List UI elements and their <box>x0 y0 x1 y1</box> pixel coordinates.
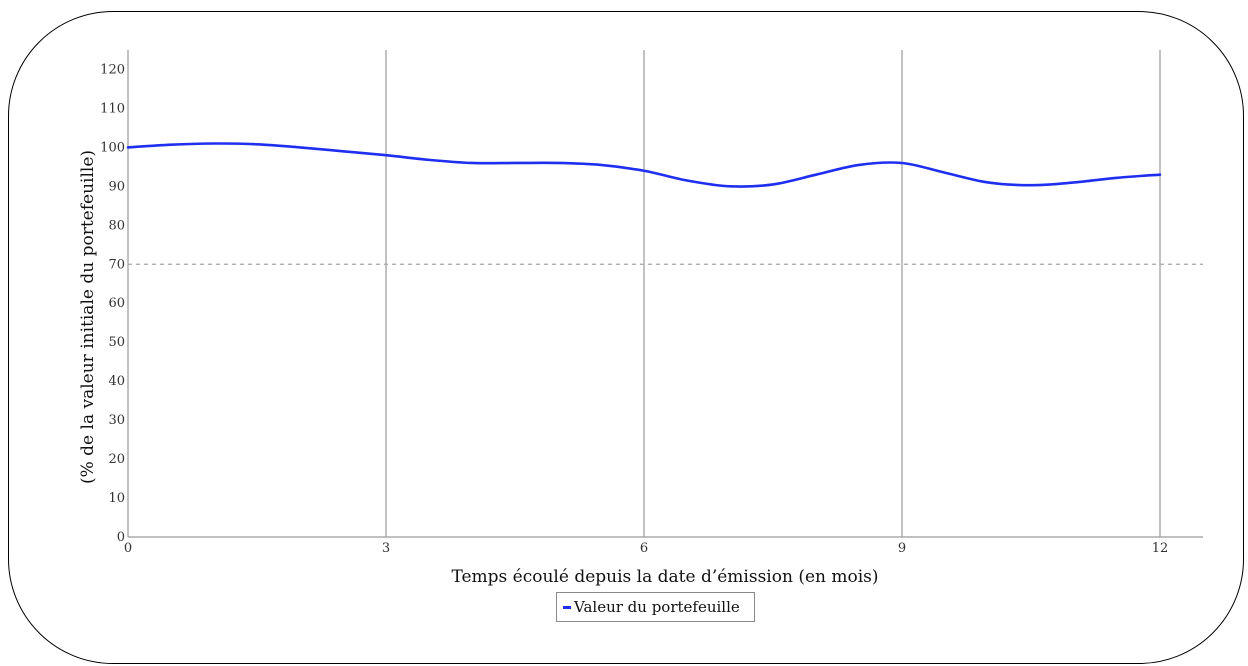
chart-frame <box>8 11 1244 664</box>
x-tick-label: 6 <box>640 541 648 556</box>
y-tick-label: 110 <box>100 101 125 116</box>
gridlines <box>128 50 1203 537</box>
x-tick-labels: 0 3 6 9 12 <box>124 541 1168 556</box>
y-tick-label: 10 <box>108 491 125 506</box>
y-tick-label: 60 <box>108 296 125 311</box>
y-tick-label: 30 <box>108 413 125 428</box>
y-tick-label: 90 <box>108 179 125 194</box>
y-tick-label: 120 <box>100 62 125 77</box>
axes <box>127 50 1203 538</box>
y-axis-title: (% de la valeur initiale du portefeuille… <box>78 150 98 484</box>
y-tick-label: 80 <box>108 218 125 233</box>
x-axis-title: Temps écoulé depuis la date d’émission (… <box>451 567 878 587</box>
series-layer <box>126 142 1162 188</box>
y-tick-label: 50 <box>108 335 125 350</box>
y-tick-label: 0 <box>117 530 125 545</box>
y-tick-label: 100 <box>100 140 125 155</box>
y-tick-label: 70 <box>108 257 125 272</box>
x-tick-label: 12 <box>1152 541 1169 556</box>
x-tick-label: 3 <box>382 541 390 556</box>
legend-label: Valeur du portefeuille <box>574 598 740 616</box>
y-tick-label: 40 <box>108 374 125 389</box>
series-line <box>126 142 1162 188</box>
y-tick-labels: 0 10 20 30 40 50 60 70 80 90 100 110 120 <box>100 62 125 545</box>
y-tick-label: 20 <box>108 452 125 467</box>
x-tick-label: 0 <box>124 541 132 556</box>
legend-swatch <box>563 605 571 609</box>
x-tick-label: 9 <box>898 541 906 556</box>
legend: Valeur du portefeuille <box>556 592 755 622</box>
